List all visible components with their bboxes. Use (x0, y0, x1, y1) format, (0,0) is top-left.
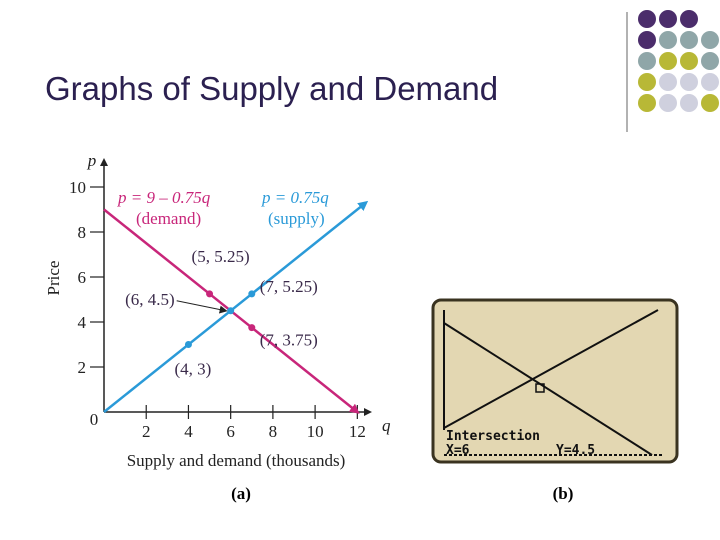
decor-dot (638, 31, 656, 49)
screen-line (443, 322, 653, 456)
decor-dot (659, 52, 677, 70)
decor-dot (680, 73, 698, 91)
decor-dot (680, 52, 698, 70)
decor-dot (680, 31, 698, 49)
decor-dot (680, 94, 698, 112)
decor-dot (659, 10, 677, 28)
x-axis-title: Supply and demand (thousands) (127, 451, 346, 470)
point-label: (7, 3.75) (260, 331, 318, 350)
point (227, 307, 235, 315)
origin-label: 0 (90, 410, 99, 429)
decor-dot (680, 10, 698, 28)
series-line (103, 200, 369, 413)
panel-label: (a) (231, 484, 251, 503)
chart: p q Price Supply and demand (thousands) … (44, 151, 391, 470)
calc-text: X=6 (446, 443, 470, 458)
decor-dot (659, 73, 677, 91)
point-label: (4, 3) (174, 360, 211, 379)
decor-dot (701, 31, 719, 49)
y-tick-label: 6 (78, 268, 87, 287)
point (248, 324, 256, 332)
screen-line (443, 309, 659, 429)
x-tick-label: 8 (269, 422, 278, 441)
y-tick-label: 4 (78, 313, 87, 332)
series-label: (demand) (136, 209, 201, 228)
decor-dot (638, 52, 656, 70)
decor-dot (659, 31, 677, 49)
leader (176, 300, 228, 314)
x-tick-label: 12 (349, 422, 366, 441)
series-label: (supply) (268, 209, 325, 228)
point-label: (5, 5.25) (192, 247, 250, 266)
x-tick-label: 10 (307, 422, 324, 441)
x-axis-label: q (382, 416, 391, 435)
cursor (535, 383, 545, 393)
y-tick-label: 2 (78, 358, 87, 377)
slide-title: Graphs of Supply and Demand (45, 70, 498, 107)
panel-label: (b) (553, 484, 574, 503)
y-tick-label: 8 (78, 223, 87, 242)
series-name: p = 9 – 0.75q (117, 188, 211, 207)
point (206, 290, 214, 298)
y-axis-label: p (87, 151, 97, 170)
calculator-screen: Intersection X=6 Y=4.5 (431, 298, 679, 464)
decor-dot (638, 73, 656, 91)
decor-dot (638, 10, 656, 28)
point-label: (7, 5.25) (260, 277, 318, 296)
calc-text: Y=4.5 (556, 443, 595, 458)
decor-dot (701, 52, 719, 70)
x-tick-label: 2 (142, 422, 151, 441)
x-tick-label: 4 (184, 422, 193, 441)
decor-dots (638, 10, 719, 112)
decor-dot (638, 94, 656, 112)
series-name: p = 0.75q (261, 188, 329, 207)
point-label: (6, 4.5) (125, 290, 175, 309)
calc-text: Intersection (446, 429, 540, 444)
decor-dot (659, 94, 677, 112)
x-tick-label: 6 (226, 422, 235, 441)
y-axis-title: Price (44, 261, 63, 296)
screen-frame (431, 298, 679, 464)
point (184, 341, 192, 348)
decor-dot (701, 73, 719, 91)
decor-dot (701, 94, 719, 112)
point (248, 290, 256, 298)
y-tick-label: 10 (69, 178, 86, 197)
